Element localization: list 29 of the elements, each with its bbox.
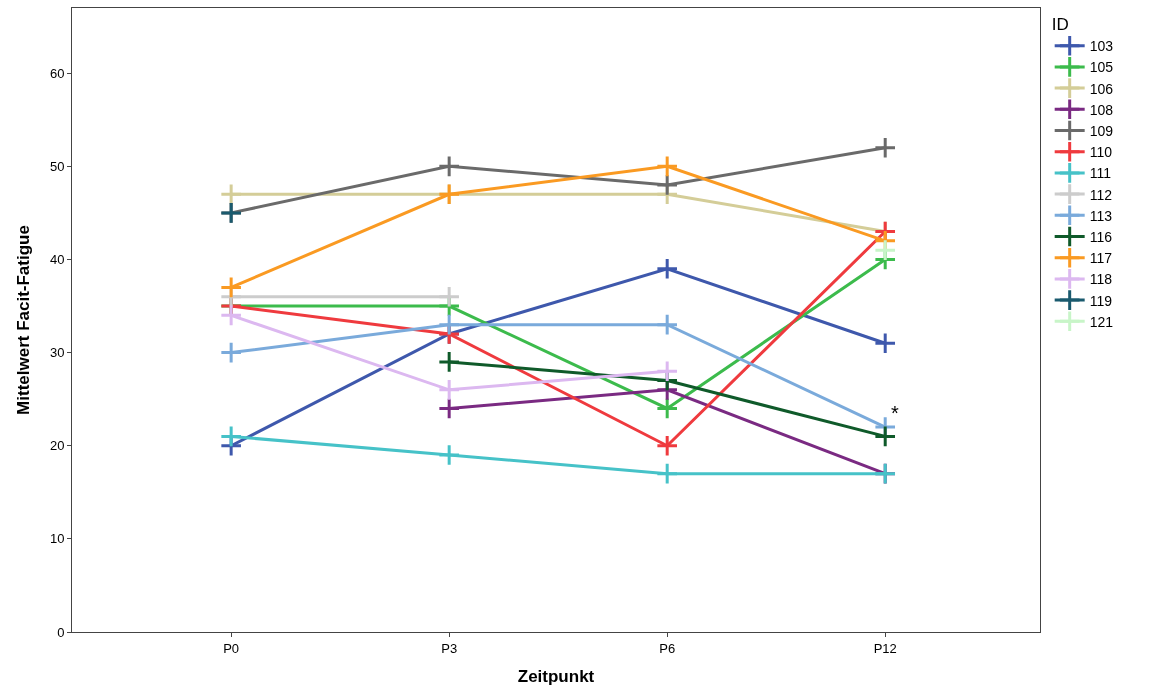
y-tick-label: 30	[49, 345, 65, 361]
y-tick-label: 60	[49, 65, 65, 81]
y-axis-title: Mittelwert Facit-Fatigue	[14, 225, 34, 415]
legend-label: 121	[1089, 313, 1114, 330]
legend-label: 111	[1089, 165, 1112, 182]
legend-label: 112	[1089, 186, 1113, 203]
x-tick-label: P0	[223, 640, 240, 656]
legend-label: 103	[1089, 38, 1114, 55]
x-tick-label: P12	[873, 640, 897, 656]
y-tick-label: 10	[49, 531, 65, 547]
legend-title: ID	[1051, 15, 1069, 35]
legend-label: 113	[1089, 207, 1113, 224]
legend-label: 119	[1089, 292, 1113, 309]
legend-label: 117	[1089, 250, 1113, 267]
x-axis-title: Zeitpunkt	[517, 667, 595, 686]
annotation: *	[891, 402, 899, 424]
y-tick-label: 50	[49, 158, 65, 174]
x-tick-label: P3	[441, 640, 458, 656]
x-tick-label: P6	[659, 640, 676, 656]
legend-label: 109	[1089, 122, 1114, 139]
legend-label: 110	[1089, 144, 1113, 161]
legend-label: 106	[1089, 80, 1114, 97]
y-tick-label: 40	[49, 252, 65, 268]
legend-label: 118	[1089, 271, 1113, 288]
y-tick-label: 20	[49, 438, 65, 454]
legend-label: 105	[1089, 59, 1114, 76]
legend-label: 108	[1089, 101, 1114, 118]
y-tick-label: 0	[57, 624, 65, 640]
legend-label: 116	[1089, 228, 1113, 245]
